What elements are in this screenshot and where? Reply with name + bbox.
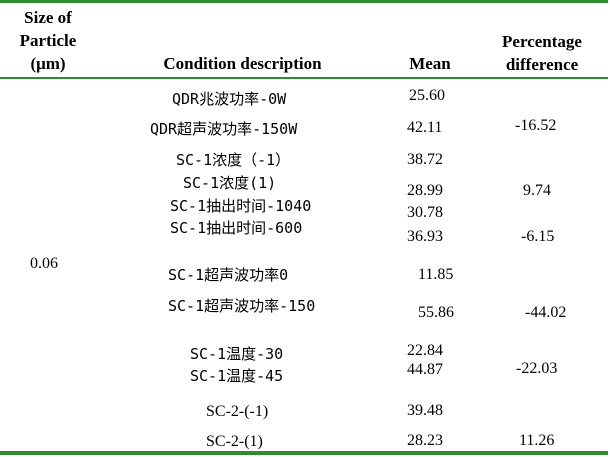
header-size-of-particle: Size of Particle (μm) — [2, 6, 94, 75]
mean-cell: 28.99 — [407, 182, 443, 199]
mean-cell: 36.93 — [407, 228, 443, 245]
header-size-line-3: (μm) — [30, 54, 66, 73]
header-size-line-1: Size of — [24, 8, 72, 27]
condition-cell: SC-1温度-30 — [190, 345, 284, 363]
condition-cell: SC-1抽出时间-600 — [170, 219, 303, 237]
table-bottom-rule — [0, 451, 608, 455]
condition-cell: SC-2-(-1) — [206, 403, 269, 420]
header-percentage-line-2: difference — [505, 55, 579, 74]
percentage-cell: 11.26 — [519, 432, 555, 449]
condition-cell: SC-1浓度（-1） — [176, 151, 291, 169]
mean-cell: 25.60 — [409, 87, 445, 104]
header-percentage-difference: Percentage difference — [482, 30, 602, 76]
percentage-cell: -6.15 — [521, 228, 555, 245]
header-percentage-line-1: Percentage — [502, 32, 582, 51]
size-value: 0.06 — [30, 255, 58, 272]
percentage-cell: -44.02 — [525, 304, 567, 321]
mean-cell: 38.72 — [407, 151, 443, 168]
header-separator-rule — [0, 77, 608, 79]
condition-cell: SC-1超声波功率0 — [168, 266, 289, 284]
mean-cell: 39.48 — [407, 402, 443, 419]
percentage-cell: 9.74 — [523, 182, 551, 199]
percentage-cell: -16.52 — [515, 117, 557, 134]
mean-cell: 30.78 — [407, 204, 443, 221]
mean-cell: 42.11 — [407, 119, 443, 136]
header-condition-description: Condition description — [163, 54, 322, 73]
condition-cell: QDR超声波功率-150W — [150, 120, 298, 138]
condition-cell: SC-1温度-45 — [190, 367, 284, 385]
table-top-rule — [0, 0, 608, 3]
mean-cell: 22.84 — [407, 342, 443, 359]
condition-cell: SC-2-(1) — [206, 433, 263, 450]
percentage-cell: -22.03 — [516, 360, 558, 377]
header-mean: Mean — [409, 54, 451, 73]
header-size-line-2: Particle — [19, 31, 77, 50]
mean-cell: 44.87 — [407, 361, 443, 378]
condition-cell: QDR兆波功率-0W — [172, 90, 287, 108]
mean-cell: 55.86 — [418, 304, 454, 321]
condition-cell: SC-1超声波功率-150 — [168, 297, 316, 315]
condition-cell: SC-1抽出时间-1040 — [170, 197, 312, 215]
condition-cell: SC-1浓度(1) — [183, 174, 277, 192]
mean-cell: 28.23 — [407, 432, 443, 449]
mean-cell: 11.85 — [418, 266, 454, 283]
